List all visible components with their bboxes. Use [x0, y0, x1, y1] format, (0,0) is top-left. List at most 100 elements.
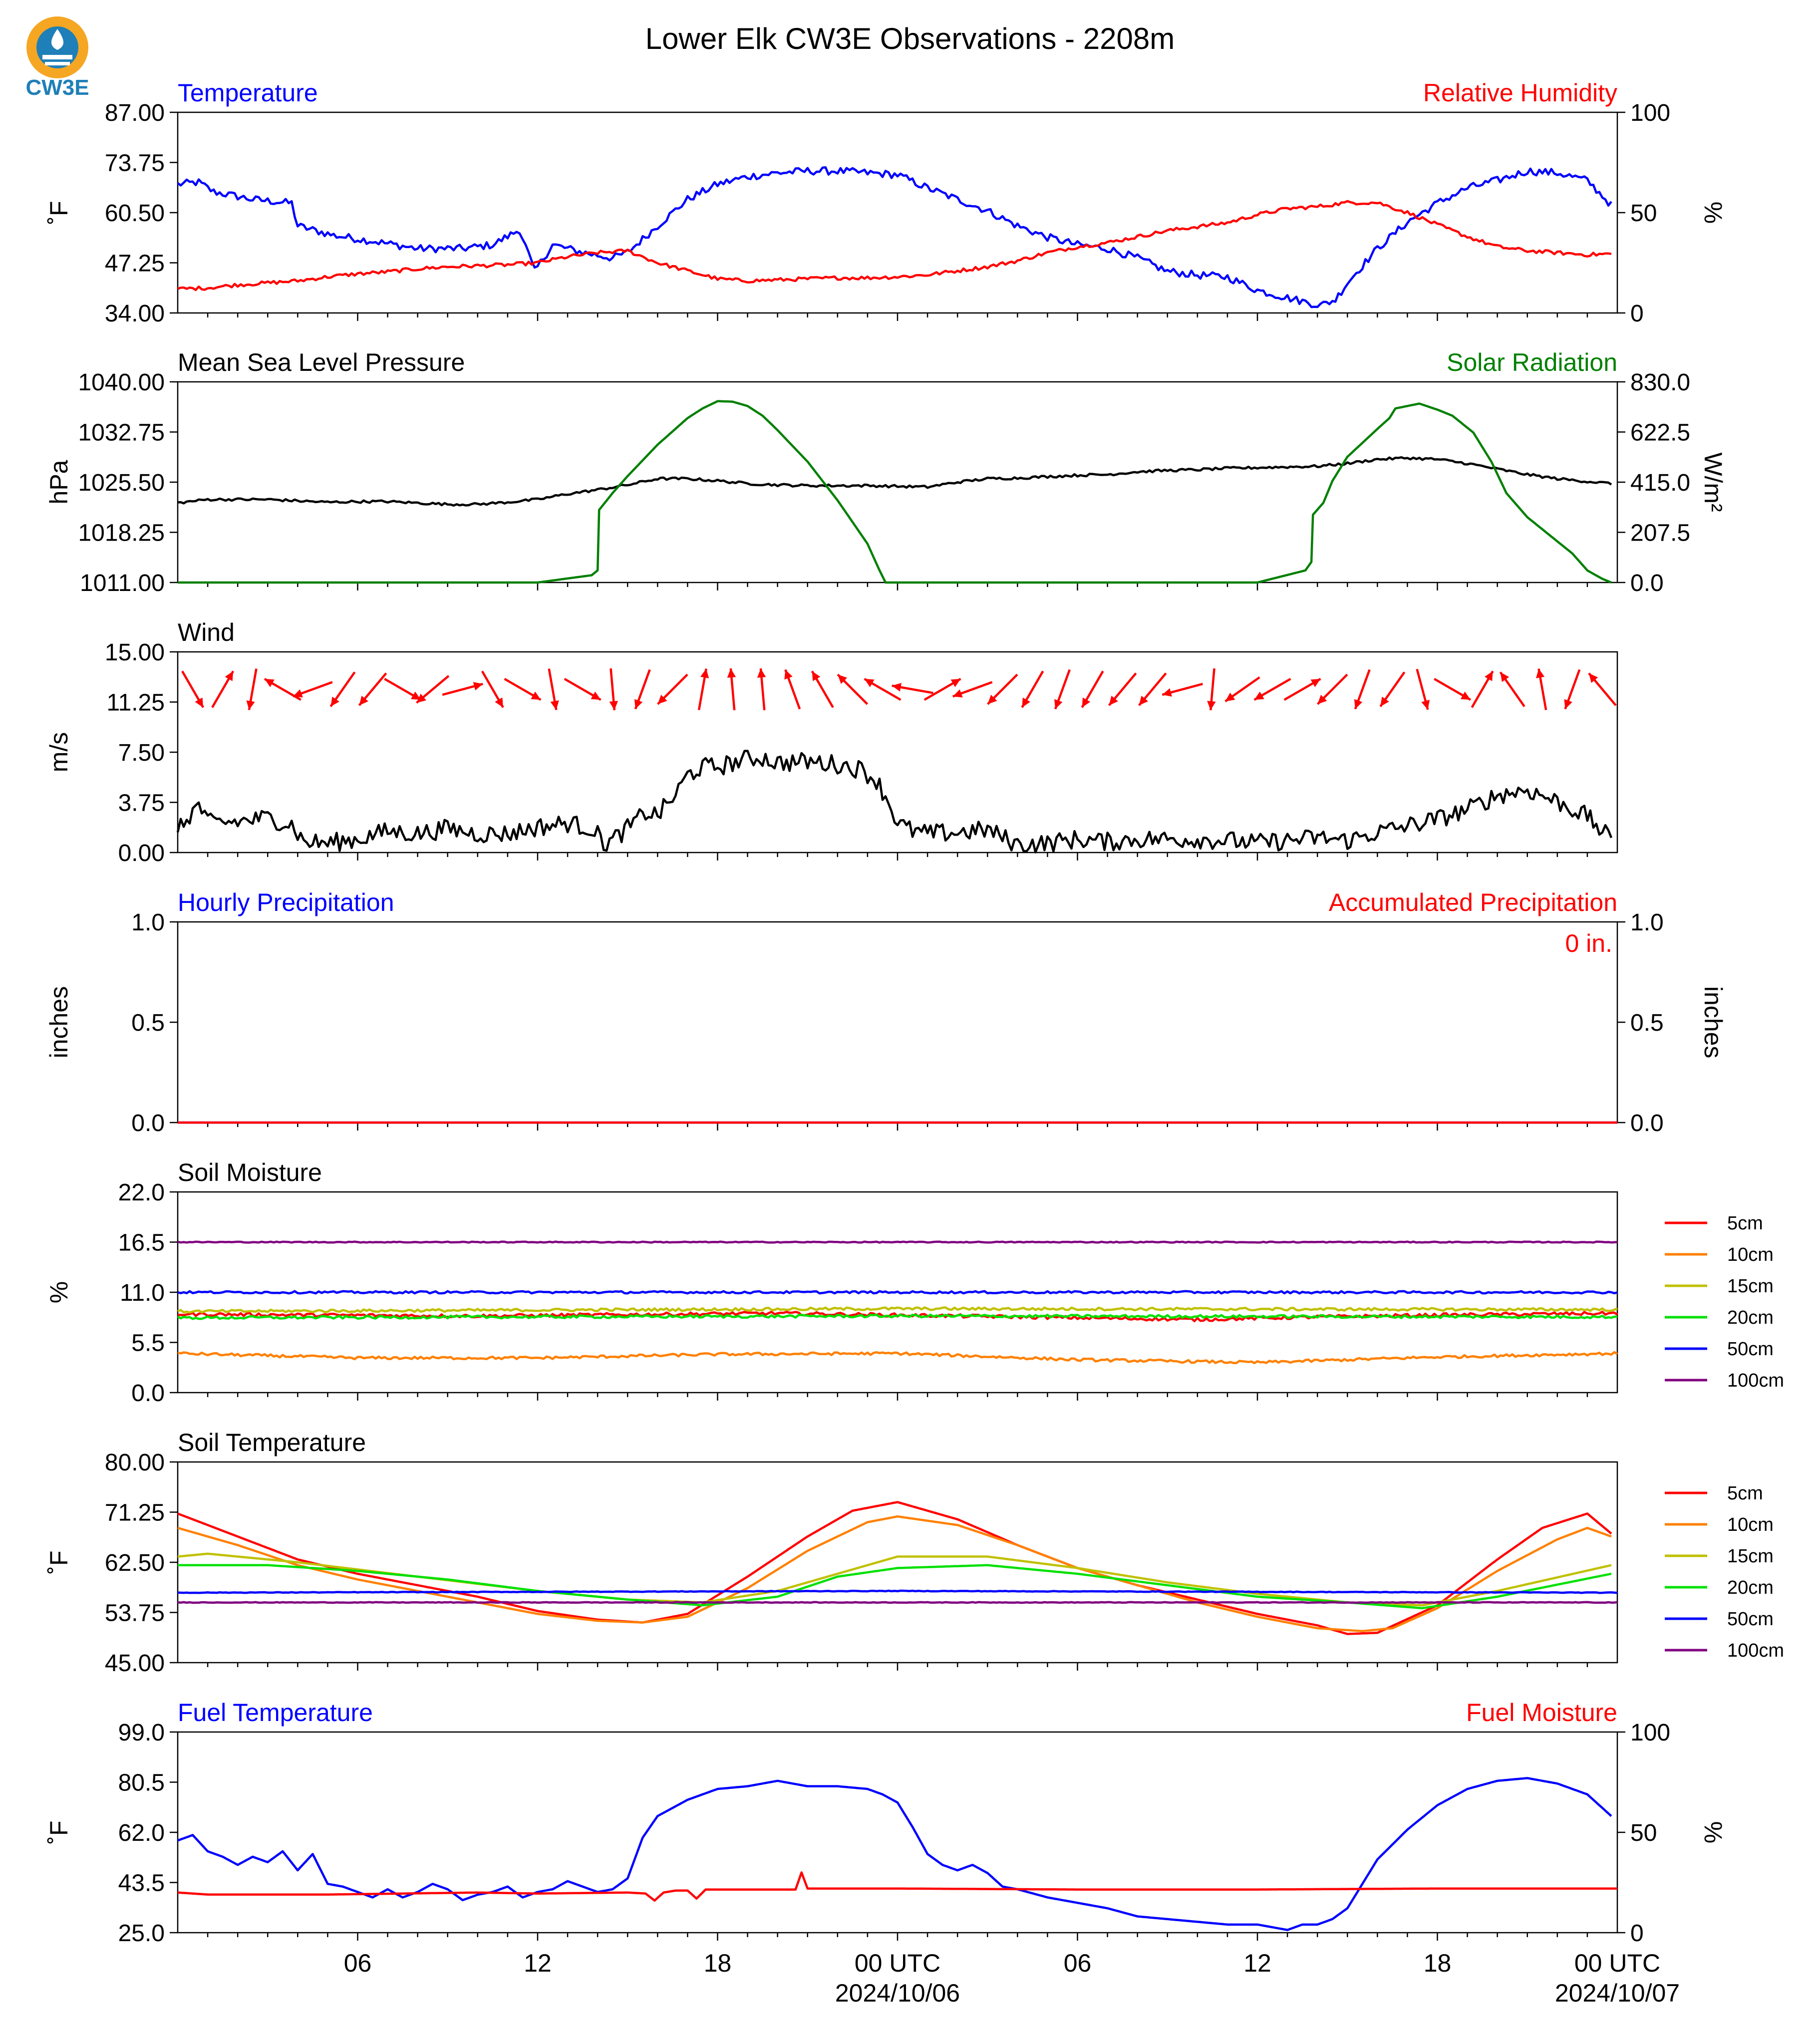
wind-arrow-head [892, 683, 902, 692]
ytick-label-right: 50 [1630, 1820, 1657, 1846]
ytick-label-right: 622.5 [1630, 420, 1690, 446]
y-axis-label: m/s [45, 732, 73, 773]
wind-arrow-head [1500, 672, 1510, 682]
panel-title-right: Relative Humidity [1423, 79, 1617, 107]
ytick-label: 1018.25 [78, 520, 165, 547]
legend-label: 10cm [1727, 1514, 1774, 1535]
ytick-label: 73.75 [105, 150, 165, 177]
ytick-label: 1025.50 [78, 470, 165, 496]
panel-soil_moisture: Soil Moisture 0.0 5.5 11.0 16.5 22.0% 5cm 10cm 1… [45, 1159, 1784, 1407]
xtick-label: 00 UTC [855, 1949, 940, 1977]
panel-title-left: Mean Sea Level Pressure [178, 348, 465, 376]
ytick-label: 0.0 [131, 1380, 165, 1407]
wind-arrow-head [330, 696, 339, 707]
series-line-10cm [177, 1515, 1612, 1633]
plot-frame [177, 111, 1618, 314]
series-line-0 [177, 1777, 1612, 1931]
y-axis-label: ˚F [45, 201, 73, 224]
wind-arrow-head [609, 701, 618, 710]
series-line-50cm [177, 1589, 1618, 1594]
wind-arrow-head [225, 671, 234, 681]
ytick-label: 60.50 [105, 200, 165, 227]
series-line-0 [177, 456, 1612, 507]
legend-label: 5cm [1727, 1213, 1763, 1234]
ytick-label-right: 1.0 [1630, 909, 1664, 936]
wind-arrow-head [1022, 697, 1030, 708]
series-line-1 [177, 200, 1612, 291]
legend-label: 15cm [1727, 1276, 1774, 1297]
legend-label: 15cm [1727, 1546, 1774, 1567]
xtick-label: 06 [344, 1949, 372, 1977]
annotation: 0 in. [1565, 929, 1612, 957]
wind-arrow-head [1421, 699, 1430, 710]
wind-arrow-head [1354, 699, 1363, 709]
ytick-label-right: 100 [1630, 1720, 1670, 1746]
wind-arrow-head [1564, 699, 1572, 709]
ytick-label-right: 0 [1630, 1920, 1644, 1947]
ytick-label: 53.75 [105, 1600, 165, 1627]
ytick-label: 71.25 [105, 1500, 165, 1526]
ytick-label-right: 0 [1630, 300, 1644, 327]
y-axis-label-right: % [1699, 202, 1727, 224]
ytick-label-right: 50 [1630, 200, 1657, 227]
ytick-label: 45.00 [105, 1650, 165, 1677]
panel-title-left: Hourly Precipitation [178, 888, 394, 916]
panel-title-left: Wind [178, 618, 235, 646]
ytick-label: 0.0 [131, 1110, 165, 1137]
wind-arrow-head [657, 694, 667, 704]
wind-arrow-head [1254, 691, 1264, 700]
wind-arrow-head [550, 700, 559, 710]
panel-fuel: Fuel Temperature Fuel Moisture 25.0 43.5 62.… [45, 1699, 1727, 2007]
ytick-label: 11.0 [120, 1280, 165, 1306]
series-line-5cm [177, 1501, 1612, 1635]
xtick-date: 2024/10/06 [835, 1979, 960, 2007]
y-axis-label: ˚F [45, 1820, 73, 1844]
wind-arrow-head [700, 668, 709, 678]
ytick-label: 0.5 [131, 1010, 165, 1036]
plot-frame [177, 651, 1618, 854]
ytick-label-right: 100 [1630, 100, 1670, 126]
series-line-100cm [177, 1601, 1618, 1604]
wind-arrow-head [727, 668, 736, 678]
ytick-label: 87.00 [105, 100, 165, 126]
ytick-label-right: 415.0 [1630, 470, 1690, 496]
logo-text: CW3E [25, 75, 89, 100]
wind-arrow-head [1536, 668, 1545, 678]
ytick-label: 34.00 [105, 300, 165, 327]
wind-arrow-head [634, 699, 643, 709]
ytick-label: 25.0 [118, 1920, 165, 1947]
ytick-label: 5.5 [131, 1330, 165, 1357]
ytick-label: 3.75 [118, 790, 165, 817]
wind-arrow-head [591, 691, 601, 700]
panel-precip: Hourly Precipitation Accumulated Precipit… [45, 888, 1727, 1137]
y-axis-label-right: W/m² [1699, 452, 1727, 512]
series-line-20cm [178, 1564, 1612, 1610]
xtick-label: 00 UTC [1574, 1949, 1660, 1977]
ytick-label: 1040.00 [78, 369, 165, 396]
wind-arrow-head [264, 679, 275, 687]
ytick-label: 62.50 [105, 1550, 165, 1576]
panel-title-left: Soil Temperature [178, 1429, 366, 1456]
panel-wind: Wind 0.00 3.75 7.50 11.25 15.00 m/s [45, 618, 1618, 867]
wind-arrow-head [1109, 695, 1118, 706]
ytick-label-right: 830.0 [1630, 369, 1690, 396]
series-line-10cm [177, 1351, 1618, 1365]
series-line-1 [177, 1871, 1617, 1902]
cw3e-logo: CW3E [25, 16, 89, 100]
plot-frame [177, 1731, 1618, 1934]
ytick-label-right: 0.0 [1630, 1110, 1664, 1137]
legend-label: 20cm [1727, 1307, 1774, 1328]
series-line-15cm [177, 1306, 1618, 1314]
wind-arrow-head [1162, 688, 1172, 697]
wind-arrow-head [359, 695, 368, 706]
y-axis-label-right: inches [1699, 986, 1727, 1059]
series-line-0 [176, 750, 1613, 854]
legend-label: 100cm [1727, 1640, 1784, 1661]
ytick-label-right: 0.0 [1630, 570, 1664, 596]
wind-arrow-head [495, 697, 503, 708]
ytick-label: 11.25 [106, 690, 165, 716]
wind-arrow-head [757, 668, 766, 678]
panel-title-left: Fuel Temperature [178, 1699, 373, 1727]
plot-frame [177, 1461, 1618, 1664]
y-axis-label: ˚F [45, 1550, 73, 1574]
